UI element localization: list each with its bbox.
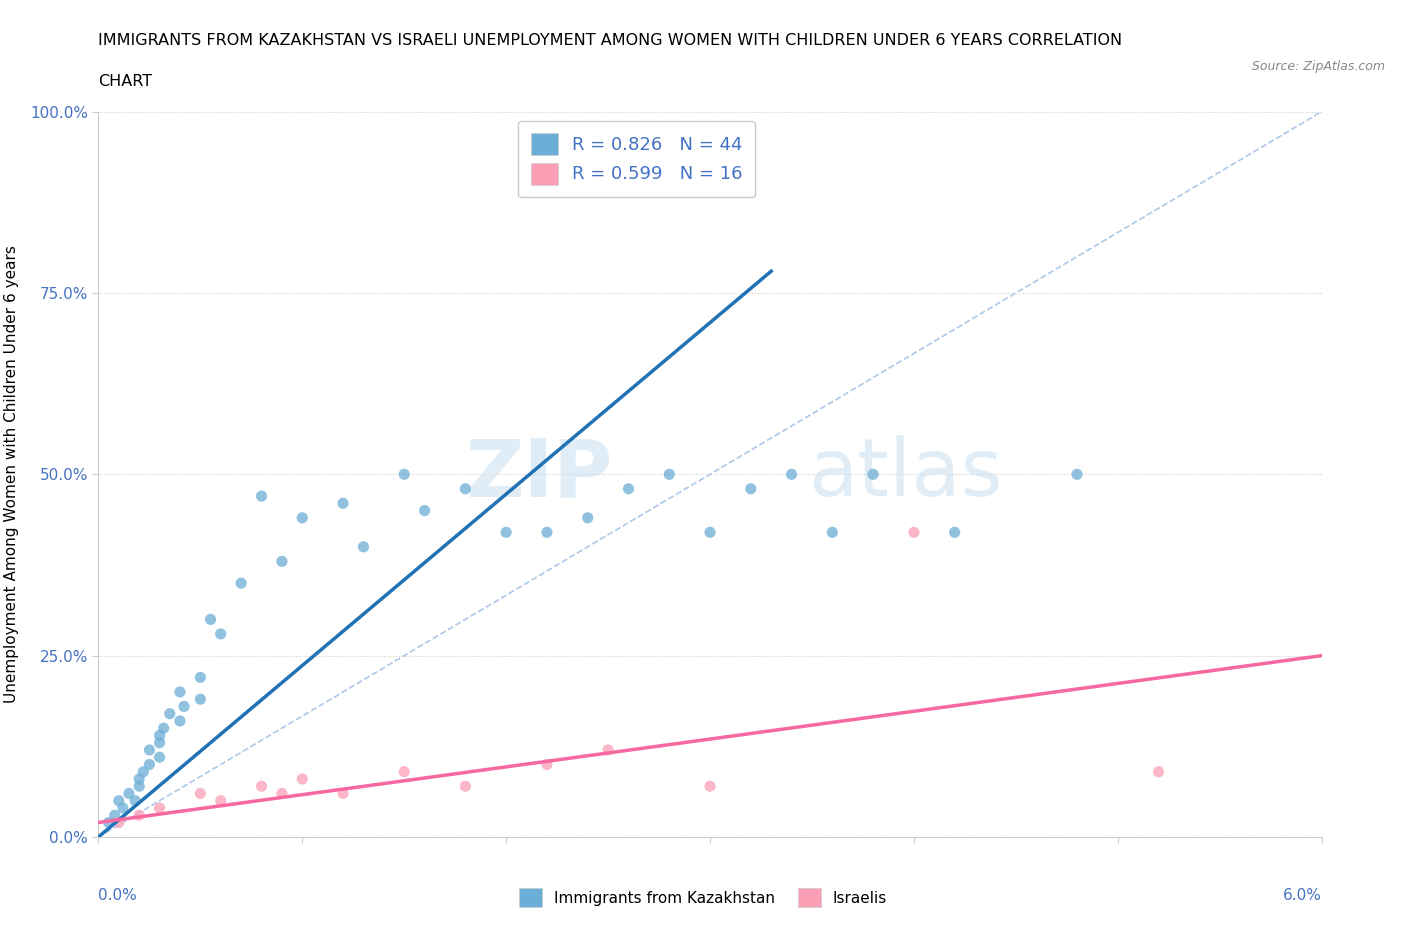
Point <box>250 488 273 503</box>
Point <box>1147 764 1170 779</box>
Point <box>454 778 477 793</box>
Point <box>152 721 174 736</box>
Point <box>104 808 127 823</box>
Point <box>188 786 212 801</box>
Point <box>138 742 160 757</box>
Text: 6.0%: 6.0% <box>1282 888 1322 903</box>
Point <box>617 482 640 497</box>
Point <box>392 764 416 779</box>
Point <box>270 786 292 801</box>
Point <box>454 482 477 497</box>
Point <box>699 778 721 793</box>
Point <box>536 757 558 772</box>
Point <box>1066 467 1088 482</box>
Point <box>740 482 762 497</box>
Point <box>943 525 966 539</box>
Point <box>903 525 925 539</box>
Point <box>392 467 416 482</box>
Point <box>169 713 191 728</box>
Point <box>169 684 191 699</box>
Point <box>200 612 222 627</box>
Point <box>332 786 354 801</box>
Point <box>598 742 620 757</box>
Point <box>231 576 253 591</box>
Point <box>128 778 150 793</box>
Point <box>118 786 141 801</box>
Text: Source: ZipAtlas.com: Source: ZipAtlas.com <box>1251 60 1385 73</box>
Point <box>699 525 721 539</box>
Point <box>138 757 160 772</box>
Point <box>173 699 195 714</box>
Point <box>97 815 120 830</box>
Point <box>188 670 212 684</box>
Point <box>149 728 172 743</box>
Text: atlas: atlas <box>808 435 1002 513</box>
Text: IMMIGRANTS FROM KAZAKHSTAN VS ISRAELI UNEMPLOYMENT AMONG WOMEN WITH CHILDREN UND: IMMIGRANTS FROM KAZAKHSTAN VS ISRAELI UN… <box>98 33 1122 47</box>
Text: ZIP: ZIP <box>465 435 612 513</box>
Point <box>149 736 172 751</box>
Point <box>108 815 131 830</box>
Point <box>108 793 131 808</box>
Point <box>132 764 155 779</box>
Point <box>159 706 181 721</box>
Point <box>576 511 599 525</box>
Point <box>821 525 844 539</box>
Point <box>291 511 314 525</box>
Point <box>536 525 558 539</box>
Legend: R = 0.826   N = 44, R = 0.599   N = 16: R = 0.826 N = 44, R = 0.599 N = 16 <box>517 121 755 197</box>
Text: CHART: CHART <box>98 74 152 89</box>
Point <box>658 467 681 482</box>
Point <box>352 539 374 554</box>
Point <box>862 467 884 482</box>
Point <box>128 808 150 823</box>
Point <box>149 750 172 764</box>
Point <box>128 772 150 787</box>
Point <box>413 503 436 518</box>
Point <box>209 627 232 642</box>
Y-axis label: Unemployment Among Women with Children Under 6 years: Unemployment Among Women with Children U… <box>4 246 18 703</box>
Point <box>495 525 517 539</box>
Point <box>124 793 146 808</box>
Point <box>149 801 172 816</box>
Point <box>270 554 292 569</box>
Point <box>209 793 232 808</box>
Point <box>250 778 273 793</box>
Point <box>780 467 803 482</box>
Text: 0.0%: 0.0% <box>98 888 138 903</box>
Point <box>332 496 354 511</box>
Point <box>188 692 212 707</box>
Legend: Immigrants from Kazakhstan, Israelis: Immigrants from Kazakhstan, Israelis <box>513 883 893 913</box>
Point <box>111 801 134 816</box>
Point <box>291 772 314 787</box>
